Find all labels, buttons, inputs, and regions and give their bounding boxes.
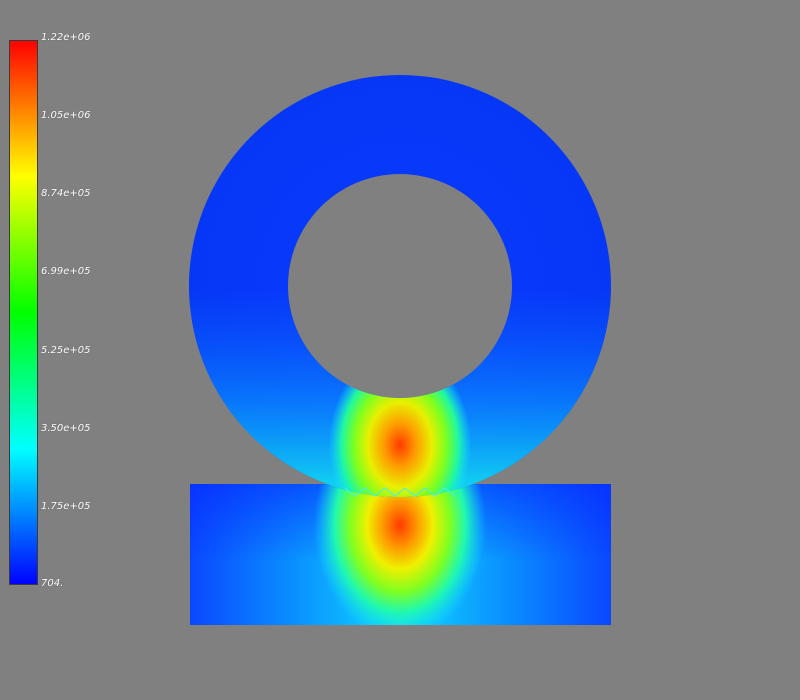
colorbar-label-min: 704. xyxy=(41,578,64,589)
colorbar-label-6: 1.75e+05 xyxy=(41,501,91,512)
colorbar-label-5: 3.50e+05 xyxy=(41,423,91,434)
colorbar-label-3: 6.99e+05 xyxy=(41,266,91,277)
colorbar xyxy=(9,40,38,585)
colorbar-label-1: 1.05e+06 xyxy=(41,110,91,121)
ring-body xyxy=(188,75,611,498)
colorbar-gradient xyxy=(9,40,38,585)
colorbar-label-2: 8.74e+05 xyxy=(41,188,91,199)
colorbar-label-4: 5.25e+05 xyxy=(41,345,91,356)
colorbar-label-max: 1.22e+06 xyxy=(41,32,91,43)
contact-zone xyxy=(344,487,456,497)
base-block xyxy=(190,484,611,625)
